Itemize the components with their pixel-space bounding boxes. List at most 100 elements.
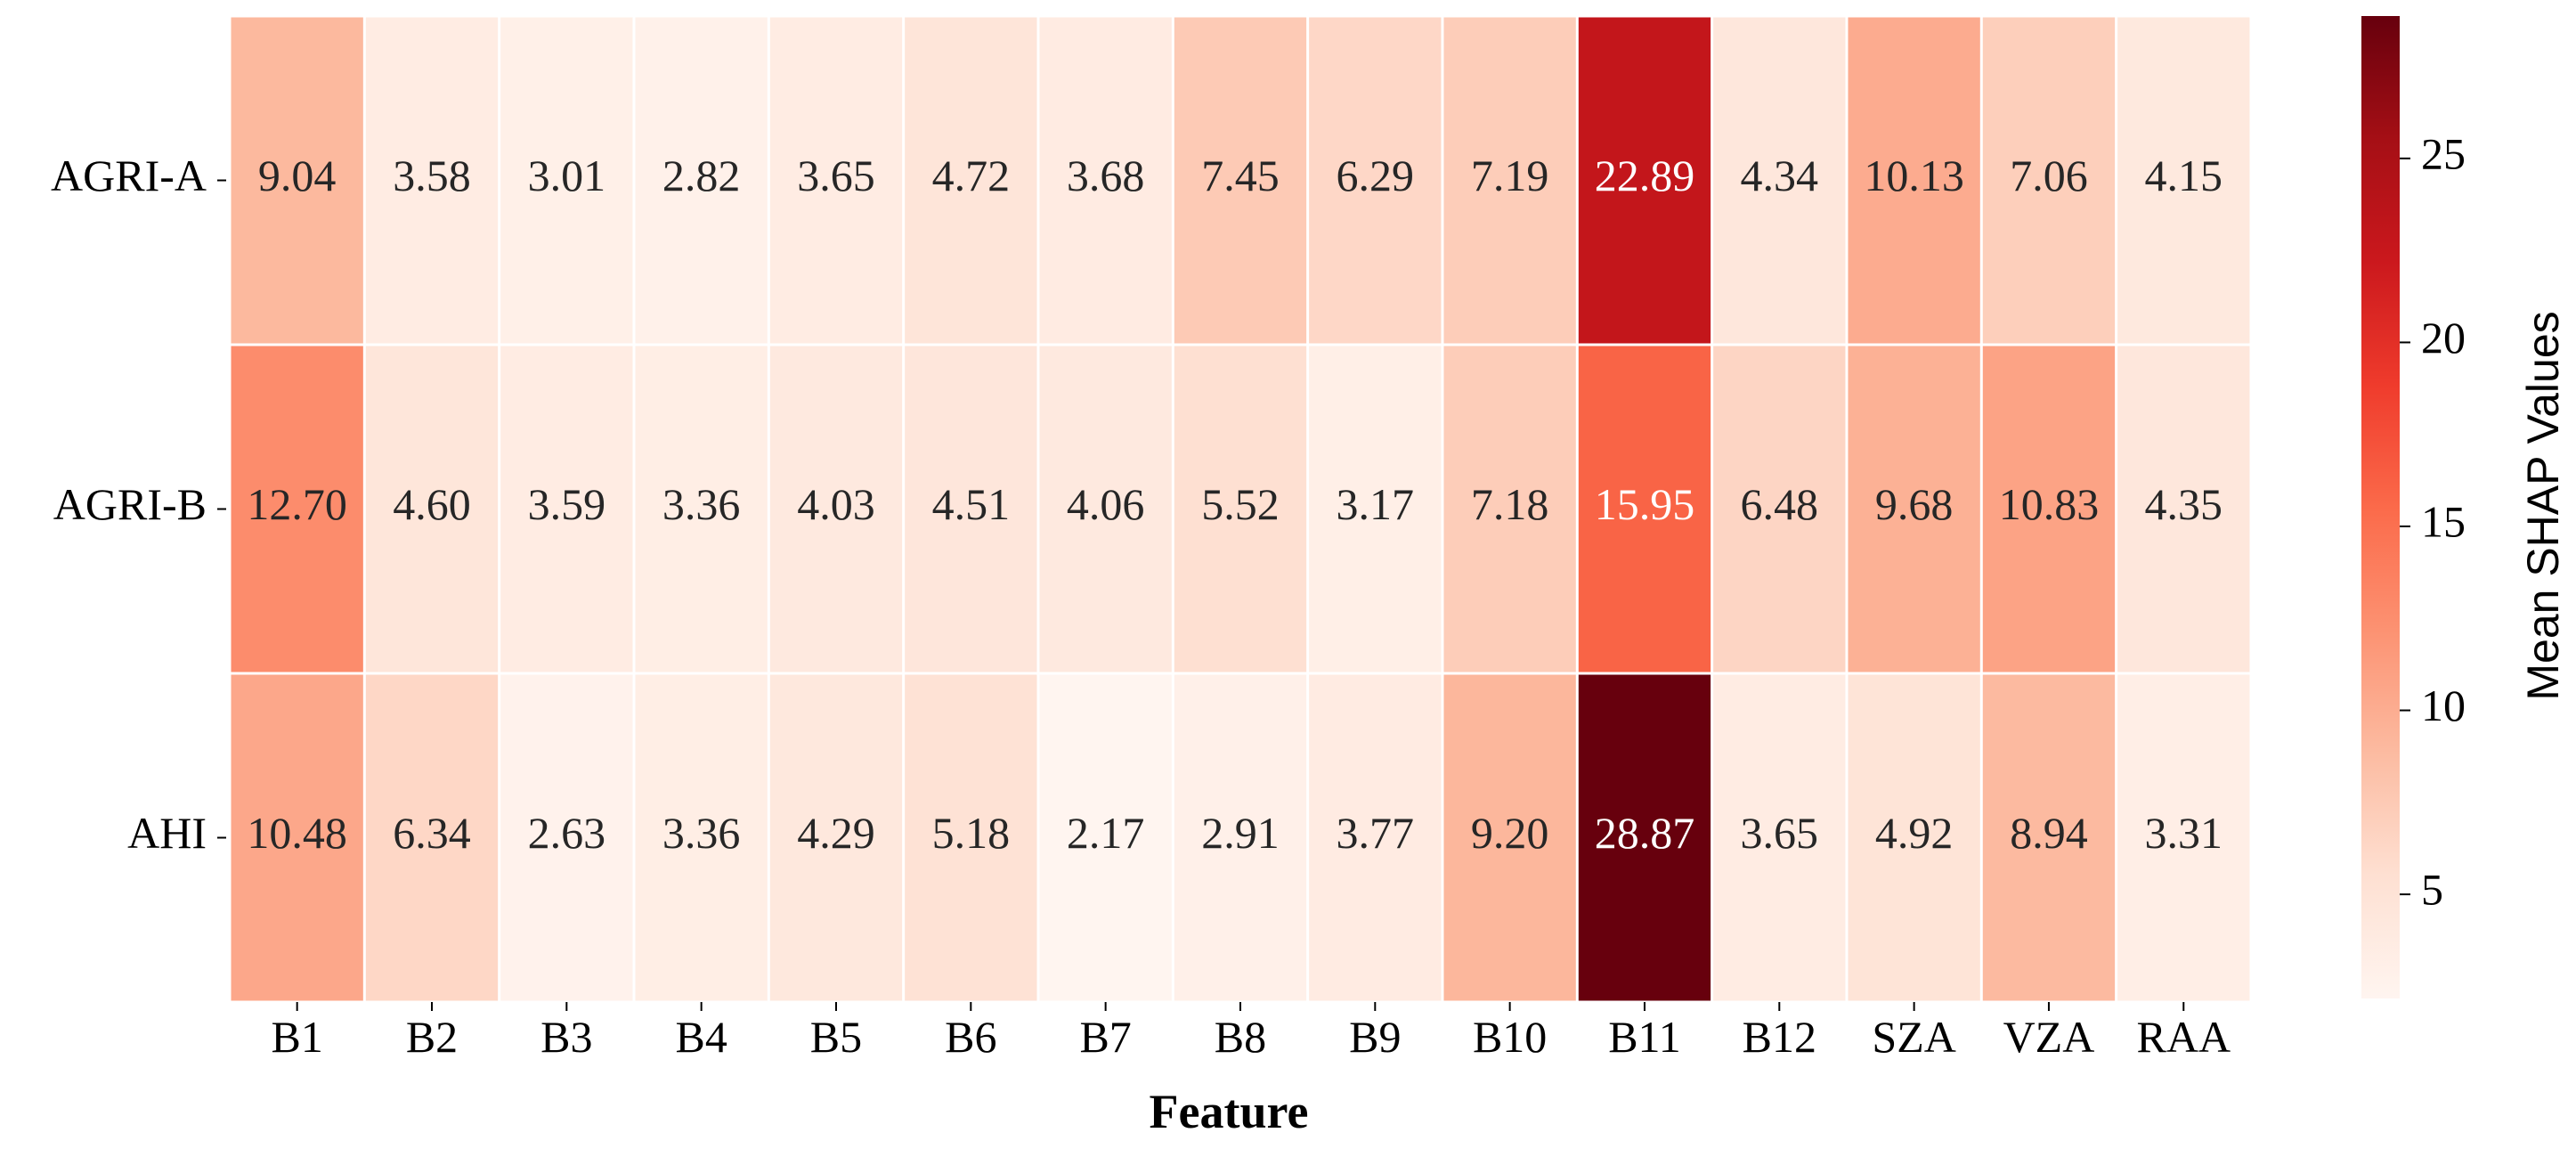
cell-label-AGRI-B-VZA: 10.83 <box>1999 479 2100 529</box>
cell-label-AHI-RAA: 3.31 <box>2145 808 2223 858</box>
heatmap-cell-AHI-B10 <box>1443 674 1576 1001</box>
heatmap-cell-AGRI-A-B3 <box>500 17 633 344</box>
cell-label-AGRI-B-B6: 4.51 <box>932 479 1011 529</box>
heatmap-cell-AHI-SZA <box>1848 674 1980 1001</box>
x-tick-label-B4: B4 <box>675 1012 727 1062</box>
heatmap-cell-AGRI-A-VZA <box>1982 17 2116 344</box>
heatmap-cells <box>231 17 2250 1001</box>
heatmap-cell-AGRI-A-B10 <box>1443 17 1576 344</box>
cell-label-AGRI-A-SZA: 10.13 <box>1864 151 1964 200</box>
heatmap-cell-AHI-B4 <box>635 674 768 1001</box>
heatmap-cell-AHI-B11 <box>1578 674 1711 1001</box>
cell-label-AGRI-A-B11: 22.89 <box>1595 151 1695 200</box>
cell-label-AGRI-B-RAA: 4.35 <box>2145 479 2223 529</box>
cell-label-AHI-B10: 9.20 <box>1471 808 1549 858</box>
colorbar-label: Mean SHAP Values <box>2518 311 2568 700</box>
cell-label-AHI-B9: 3.77 <box>1337 808 1415 858</box>
cell-label-AHI-VZA: 8.94 <box>2010 808 2088 858</box>
heatmap-cell-AHI-B12 <box>1713 674 1846 1001</box>
heatmap-cell-AGRI-B-B10 <box>1443 346 1576 672</box>
cell-label-AGRI-B-B4: 3.36 <box>662 479 741 529</box>
colorbar: 5 10 15 20 25 Mean SHAP Values <box>2361 16 2568 998</box>
heatmap-cell-AGRI-B-B2 <box>365 346 499 672</box>
cell-label-AGRI-A-VZA: 7.06 <box>2010 151 2088 200</box>
colorbar-tick-label-5: 5 <box>2421 865 2443 915</box>
cell-label-AHI-B4: 3.36 <box>662 808 741 858</box>
cell-label-AGRI-B-B8: 5.52 <box>1201 479 1280 529</box>
x-tick-label-B6: B6 <box>945 1012 996 1062</box>
heatmap-cell-AGRI-B-B11 <box>1578 346 1711 672</box>
x-tick-label-B3: B3 <box>540 1012 592 1062</box>
colorbar-gradient <box>2361 16 2400 998</box>
colorbar-ticks: 5 10 15 20 25 <box>2400 128 2466 915</box>
cell-label-AHI-B8: 2.91 <box>1201 808 1280 858</box>
x-tick-label-VZA: VZA <box>2003 1012 2095 1062</box>
cell-label-AHI-B2: 6.34 <box>393 808 471 858</box>
x-tick-label-B10: B10 <box>1473 1012 1547 1062</box>
cell-annotations: 9.04 3.58 3.01 2.82 3.65 4.72 3.68 7.45 6.29 7.19… <box>247 151 2223 858</box>
heatmap-cell-AGRI-B-B5 <box>769 346 903 672</box>
heatmap-cell-AGRI-B-B12 <box>1713 346 1846 672</box>
heatmap-cell-AGRI-A-B8 <box>1174 17 1307 344</box>
cell-label-AGRI-B-SZA: 9.68 <box>1875 479 1954 529</box>
y-tick-label-AHI: AHI <box>127 808 207 858</box>
heatmap-cell-AHI-B2 <box>365 674 499 1001</box>
heatmap-cell-AGRI-A-B6 <box>905 17 1037 344</box>
x-tick-label-B5: B5 <box>810 1012 862 1062</box>
cell-label-AGRI-B-B2: 4.60 <box>393 479 471 529</box>
heatmap-cell-AGRI-A-B12 <box>1713 17 1846 344</box>
cell-label-AGRI-A-B2: 3.58 <box>393 151 471 200</box>
heatmap-cell-AGRI-B-RAA <box>2117 346 2250 672</box>
heatmap-cell-AHI-B8 <box>1174 674 1307 1001</box>
x-axis: B1 B2 B3 B4 B5 B6 B7 B8 B9 B10 B11 B12 SZA VZA RAA <box>271 1002 2231 1062</box>
cell-label-AGRI-B-B11: 15.95 <box>1595 479 1695 529</box>
cell-label-AGRI-A-B1: 9.04 <box>258 151 337 200</box>
cell-label-AGRI-A-B4: 2.82 <box>662 151 741 200</box>
x-tick-label-B11: B11 <box>1608 1012 1681 1062</box>
cell-label-AGRI-A-B5: 3.65 <box>797 151 875 200</box>
heatmap-cell-AGRI-A-RAA <box>2117 17 2250 344</box>
cell-label-AGRI-A-B9: 6.29 <box>1337 151 1415 200</box>
colorbar-tick-label-15: 15 <box>2421 496 2466 546</box>
colorbar-tick-label-25: 25 <box>2421 128 2466 178</box>
cell-label-AHI-B12: 3.65 <box>1741 808 1819 858</box>
x-tick-label-B7: B7 <box>1079 1012 1131 1062</box>
heatmap-cell-AHI-B9 <box>1309 674 1442 1001</box>
heatmap-cell-AGRI-B-VZA <box>1982 346 2116 672</box>
heatmap-cell-AGRI-A-B1 <box>231 17 363 344</box>
x-tick-label-B1: B1 <box>271 1012 322 1062</box>
heatmap-cell-AGRI-A-SZA <box>1848 17 1980 344</box>
cell-label-AGRI-A-B7: 3.68 <box>1067 151 1145 200</box>
y-axis: AGRI-A AGRI-B AHI <box>51 151 226 858</box>
cell-label-AGRI-B-B12: 6.48 <box>1741 479 1819 529</box>
x-tick-label-B12: B12 <box>1743 1012 1816 1062</box>
heatmap-cell-AHI-VZA <box>1982 674 2116 1001</box>
heatmap-cell-AGRI-A-B4 <box>635 17 768 344</box>
cell-label-AHI-B7: 2.17 <box>1067 808 1145 858</box>
cell-label-AGRI-A-B10: 7.19 <box>1471 151 1549 200</box>
heatmap-cell-AGRI-B-B4 <box>635 346 768 672</box>
x-tick-label-SZA: SZA <box>1872 1012 1955 1062</box>
cell-label-AGRI-B-B9: 3.17 <box>1337 479 1415 529</box>
cell-label-AHI-B3: 2.63 <box>528 808 606 858</box>
heatmap-cell-AGRI-B-B7 <box>1039 346 1172 672</box>
cell-label-AHI-B1: 10.48 <box>247 808 347 858</box>
colorbar-tick-label-10: 10 <box>2421 680 2466 730</box>
heatmap-cell-AGRI-A-B11 <box>1578 17 1711 344</box>
colorbar-tick-label-20: 20 <box>2421 313 2466 363</box>
heatmap-cell-AGRI-A-B7 <box>1039 17 1172 344</box>
heatmap-cell-AGRI-B-B6 <box>905 346 1037 672</box>
x-tick-label-B8: B8 <box>1215 1012 1266 1062</box>
heatmap-cell-AGRI-A-B9 <box>1309 17 1442 344</box>
y-tick-label-AGRI-A: AGRI-A <box>51 151 207 200</box>
cell-label-AGRI-A-B8: 7.45 <box>1201 151 1280 200</box>
heatmap-cell-AHI-B6 <box>905 674 1037 1001</box>
y-tick-label-AGRI-B: AGRI-B <box>53 479 207 529</box>
cell-label-AGRI-B-B7: 4.06 <box>1067 479 1145 529</box>
heatmap-cell-AHI-B3 <box>500 674 633 1001</box>
heatmap-cell-AHI-RAA <box>2117 674 2250 1001</box>
cell-label-AGRI-B-B5: 4.03 <box>797 479 875 529</box>
x-tick-label-B2: B2 <box>406 1012 458 1062</box>
heatmap-cell-AGRI-B-SZA <box>1848 346 1980 672</box>
